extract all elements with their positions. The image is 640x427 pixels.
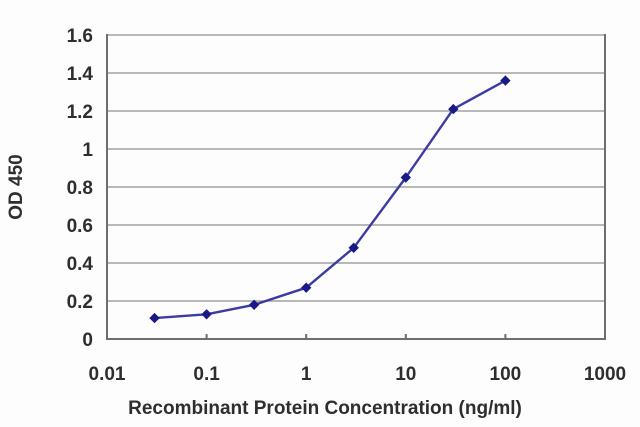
x-tick-label: 0.01 [89, 364, 126, 385]
x-tick-label: 10 [395, 364, 416, 385]
y-tick-label: 0.4 [67, 254, 94, 275]
gridline-layer [107, 34, 605, 302]
x-tick-label: 100 [490, 364, 522, 385]
x-tick-label: 1000 [584, 364, 626, 385]
data-series-layer [149, 75, 511, 324]
y-tick-label: 0.8 [67, 178, 93, 199]
y-tick-label: 0.6 [67, 216, 93, 237]
y-tick-label: 1.2 [67, 102, 93, 123]
data-point-marker [448, 103, 459, 115]
series-line [153, 79, 507, 320]
y-tick-label: 1 [82, 140, 93, 161]
data-point-marker [248, 299, 260, 310]
data-point-marker [348, 242, 359, 253]
y-tick-label: 1.4 [67, 64, 94, 85]
y-tick-label: 0 [82, 330, 93, 351]
y-axis-title: OD 450 [6, 154, 27, 219]
data-point-marker [149, 312, 160, 324]
data-point-marker [201, 309, 212, 320]
tick-label-layer: 0 0.2 0.4 0.6 0.8 1 1.2 1.4 1.6 0.01 0.1 1 10 100 1000 [67, 26, 627, 385]
y-tick-label: 0.2 [67, 292, 93, 313]
data-point-marker [400, 172, 411, 183]
data-point-marker [301, 282, 312, 293]
data-point-marker [500, 75, 511, 86]
x-tick-label: 1 [301, 364, 312, 385]
x-axis-title: Recombinant Protein Concentration (ng/ml… [128, 398, 522, 419]
x-tick-label: 0.1 [193, 364, 220, 385]
axis-layer [106, 34, 606, 340]
y-tick-label: 1.6 [67, 26, 93, 47]
